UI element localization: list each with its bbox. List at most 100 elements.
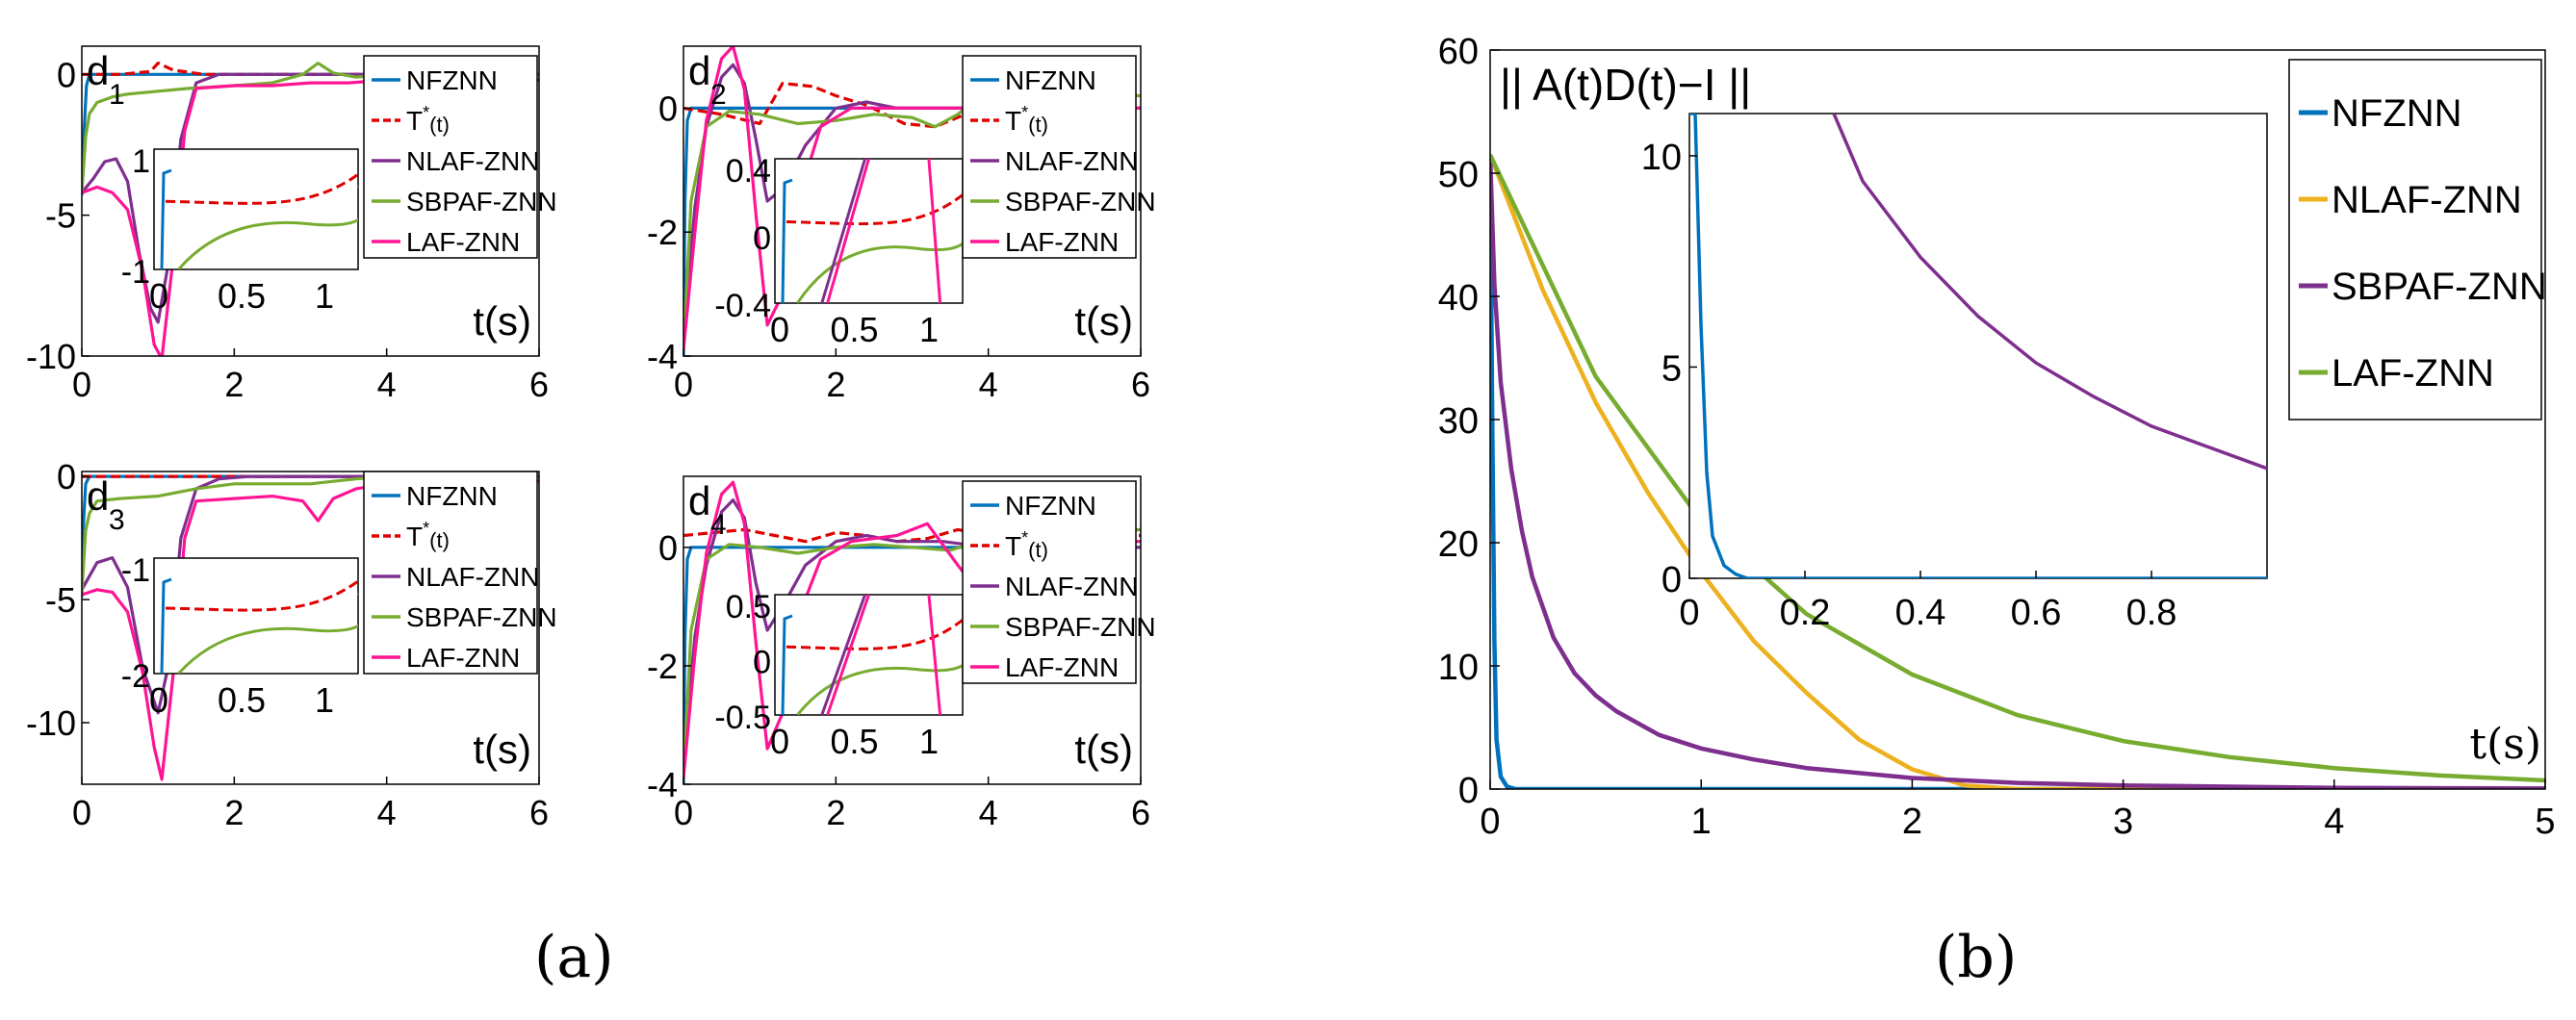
x-axis-label: t(s) [1074, 298, 1133, 344]
axes-box [683, 45, 1142, 357]
inset-x-tick-label: 0.5 [830, 310, 878, 349]
panel-subscript: 3 [109, 504, 125, 536]
x-tick-label: 2 [224, 365, 244, 404]
legend-label: NLAF-ZNN [406, 562, 539, 592]
inset-series [160, 577, 358, 674]
x-tick-label: 2 [1902, 802, 1922, 842]
x-axis-label: t(s) [473, 727, 531, 772]
x-tick-label: 4 [377, 365, 397, 404]
inset-x-tick-label: 0 [1679, 593, 1699, 633]
inset-x-tick-label: 0 [770, 722, 789, 761]
inset-x-tick-label: 0 [149, 680, 168, 720]
x-tick-label: 4 [979, 365, 998, 404]
legend-label: SBPAF-ZNN [406, 187, 557, 217]
y-tick-label: -10 [26, 337, 76, 376]
legend-label: NFZNN [2331, 92, 2462, 135]
legend-box [363, 55, 538, 259]
panel-label: d [688, 48, 710, 93]
y-tick-label: -5 [45, 196, 76, 236]
inset-x-tick-label: 0.8 [2126, 593, 2177, 633]
x-tick-label: 0 [72, 793, 91, 832]
y-tick-label: 30 [1438, 401, 1479, 442]
panel-label: d [87, 48, 109, 93]
inset-x-tick-label: 0.2 [1780, 593, 1831, 633]
inset-x-tick-label: 0.6 [2011, 593, 2062, 633]
x-tick-label: 0 [1480, 802, 1500, 842]
inset-line-t [165, 173, 358, 205]
panel-label: d [87, 473, 109, 519]
y-tick-label: 0 [57, 457, 76, 497]
y-tick-label: 0 [57, 55, 76, 94]
legend-label-sup: * [1021, 528, 1028, 548]
y-tick-label: 0 [658, 89, 678, 128]
inset-line-sbpaf [177, 593, 358, 674]
inset-y-tick-label: 0 [1662, 560, 1682, 600]
chart-title: || A(t)D(t)−I || [1500, 60, 1751, 110]
legend-label: NFZNN [1005, 65, 1096, 95]
legend-label: SBPAF-ZNN [2331, 266, 2547, 308]
panel-d2: 0 2 4 60-2-4t(s)d20 0.5 10.40-0.4NFZNNT*(t)NL… [647, 45, 1156, 404]
series-line-lafznn [1490, 153, 2545, 783]
x-tick-label: 0 [674, 793, 693, 832]
legend-label: NLAF-ZNN [1005, 146, 1138, 176]
inset-line-sbpaf [796, 202, 963, 303]
panel-subscript: 2 [710, 79, 727, 111]
x-tick-label: 2 [826, 365, 845, 404]
legend-box [363, 471, 538, 675]
panel-d1: 0 2 4 60-5-10t(s)d10 0.5 11-1NFZNNT*(t)NLAF-Z… [26, 45, 557, 404]
inset-y-tick-label: -1 [121, 552, 150, 589]
inset-box [153, 557, 359, 675]
y-tick-label: 60 [1438, 32, 1479, 72]
y-tick-label: 10 [1438, 648, 1479, 688]
inset-y-tick-label: -2 [121, 658, 150, 695]
axes-box [81, 45, 540, 357]
y-tick-label: -5 [45, 580, 76, 620]
subfigure-label-b: (b) [1935, 924, 2018, 991]
y-tick-label: -2 [647, 647, 678, 686]
inset-line-t [786, 619, 963, 650]
inset-box [1688, 113, 2268, 579]
inset-line-nfznn [1689, 114, 2267, 578]
series-line-nlafznn [82, 72, 539, 324]
inset-y-tick-label: 1 [132, 143, 150, 180]
legend-label: NFZNN [406, 481, 498, 511]
inset-line-t [165, 579, 358, 612]
panel-d4: 0 2 4 60-2-4t(s)d40 0.5 10.50-0.5NFZNNT*(t)NL… [647, 475, 1156, 832]
x-axis-label: t(s) [473, 298, 531, 344]
inset-y-tick-label: 5 [1662, 348, 1682, 389]
axes-box [81, 471, 540, 785]
y-tick-label: 0 [658, 528, 678, 568]
legend-label: LAF-ZNN [2331, 352, 2494, 395]
inset-y-tick-label: -0.4 [714, 288, 771, 324]
y-tick-label: -4 [647, 765, 678, 804]
x-tick-label: 0 [674, 365, 693, 404]
inset-x-tick-label: 1 [315, 276, 334, 316]
inset-line-laf-2 [927, 159, 942, 303]
legend-label-sub: (t) [429, 528, 450, 552]
inset-series [781, 159, 963, 303]
y-tick-label: -2 [647, 213, 678, 252]
inset-y-tick-label: 0.5 [726, 589, 771, 625]
series-line-sbpafznn [1490, 154, 2545, 789]
inset-line-laf-2 [927, 595, 942, 715]
legend-label: NLAF-ZNN [1005, 572, 1138, 601]
legend-label: LAF-ZNN [1005, 227, 1119, 257]
inset-x-tick-label: 0.4 [1895, 593, 1946, 633]
series-line-nlafznn [1490, 153, 2545, 789]
x-tick-label: 0 [72, 365, 91, 404]
legend-box [962, 55, 1137, 259]
legend-label: NFZNN [406, 65, 498, 95]
x-tick-label: 4 [979, 793, 998, 832]
inset-line-nlaf [820, 159, 867, 303]
inset-x-tick-label: 0.5 [218, 276, 266, 316]
x-tick-label: 6 [529, 793, 549, 832]
legend: NFZNN NLAF-ZNN SBPAF-ZNN LAF-ZNN [2288, 59, 2547, 421]
panel-label: d [688, 478, 710, 523]
inset-y-tick-label: -1 [121, 254, 150, 291]
legend-label-sub: (t) [429, 113, 450, 137]
